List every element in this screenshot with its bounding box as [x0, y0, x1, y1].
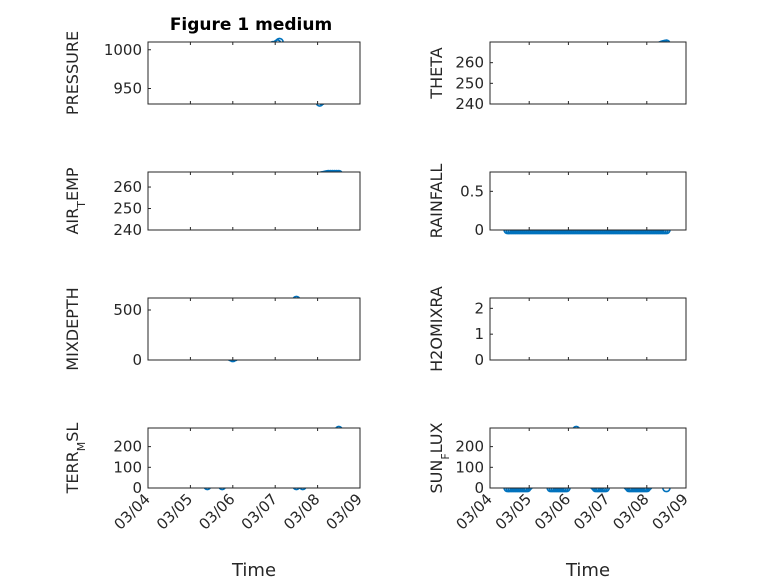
theta-ytick-label: 240 [455, 95, 484, 113]
sun_flux-xlabel: Time [565, 560, 610, 581]
theta-ytick-label: 260 [455, 54, 484, 72]
h2omixra-ytick-label: 2 [474, 299, 484, 317]
theta-ytick-label: 250 [455, 74, 484, 92]
sun_flux-xtick-label: 03/07 [570, 490, 613, 533]
subplot-pressure: 950 1000 PRESSURE [63, 31, 361, 115]
air_temp-ylabel: AIRTEMP [63, 167, 88, 234]
terr_msl-ylabel: TERRMSL [63, 423, 88, 495]
sun_flux-ytick-label: 0 [474, 479, 484, 497]
sun_flux-xtick-label: 03/06 [531, 490, 574, 533]
terr_msl-xlabel: Time [231, 560, 276, 581]
pressure-ylabel: PRESSURE [63, 31, 82, 115]
mixdepth-axes-box [147, 297, 361, 361]
h2omixra-axes-box [489, 297, 687, 361]
h2omixra-ytick-label: 0 [474, 351, 484, 369]
pressure-ytick-label: 1000 [104, 41, 142, 59]
terr_msl-ytick-label: 100 [113, 458, 142, 476]
theta-axes-box [489, 41, 687, 105]
subplot-sun_flux: 010020003/0403/0503/0603/0703/0803/09Tim… [427, 422, 692, 581]
mixdepth-ytick-label: 500 [113, 301, 142, 319]
air_temp-axes-box [147, 171, 361, 231]
terr_msl-axes-box [147, 427, 361, 489]
air_temp-ytick-label: 260 [113, 178, 142, 196]
sun_flux-ytick-label: 100 [455, 458, 484, 476]
terr_msl-ytick-label: 200 [113, 438, 142, 456]
terr_msl-ytick-label: 0 [132, 479, 142, 497]
subplot-h2omixra: 0 1 2 H2OMIXRA [427, 286, 687, 372]
air_temp-ytick-label: 240 [113, 221, 142, 239]
h2omixra-ytick-label: 1 [474, 325, 484, 343]
rainfall-axes-box [489, 171, 687, 231]
subplot-air_temp: 240 250 260 AIRTEMP [63, 167, 361, 239]
subplot-rainfall: 0 0.5 RAINFALL [427, 164, 687, 239]
figure-title: Figure 1 medium [170, 15, 332, 35]
rainfall-ylabel: RAINFALL [427, 164, 446, 239]
pressure-ytick-label: 950 [113, 80, 142, 98]
terr_msl-xtick-label: 03/07 [238, 490, 281, 533]
sun_flux-xtick-label: 03/09 [649, 490, 692, 533]
subplot-theta: 240 250 260 THETA [427, 39, 687, 113]
rainfall-ytick-label: 0.5 [460, 182, 484, 200]
theta-ylabel: THETA [427, 47, 446, 99]
sun_flux-axes-box [489, 427, 687, 489]
mixdepth-ytick-label: 0 [132, 351, 142, 369]
terr_msl-xtick-label: 03/09 [323, 490, 366, 533]
subplot-mixdepth: 0 500 MIXDEPTH [63, 287, 361, 371]
sun_flux-xtick-label: 03/08 [609, 490, 652, 533]
pressure-axes-box [147, 41, 361, 105]
terr_msl-xtick-label: 03/06 [195, 490, 238, 533]
sun_flux-xtick-label: 03/05 [492, 490, 535, 533]
h2omixra-ylabel: H2OMIXRA [427, 286, 446, 372]
air_temp-ytick-label: 250 [113, 200, 142, 218]
mixdepth-ylabel: MIXDEPTH [63, 287, 82, 370]
sun_flux-ylabel: SUNFLUX [427, 422, 452, 493]
terr_msl-xtick-label: 03/05 [153, 490, 196, 533]
sun_flux-ytick-label: 200 [455, 438, 484, 456]
terr_msl-xtick-label: 03/08 [280, 490, 323, 533]
rainfall-ytick-label: 0 [474, 221, 484, 239]
